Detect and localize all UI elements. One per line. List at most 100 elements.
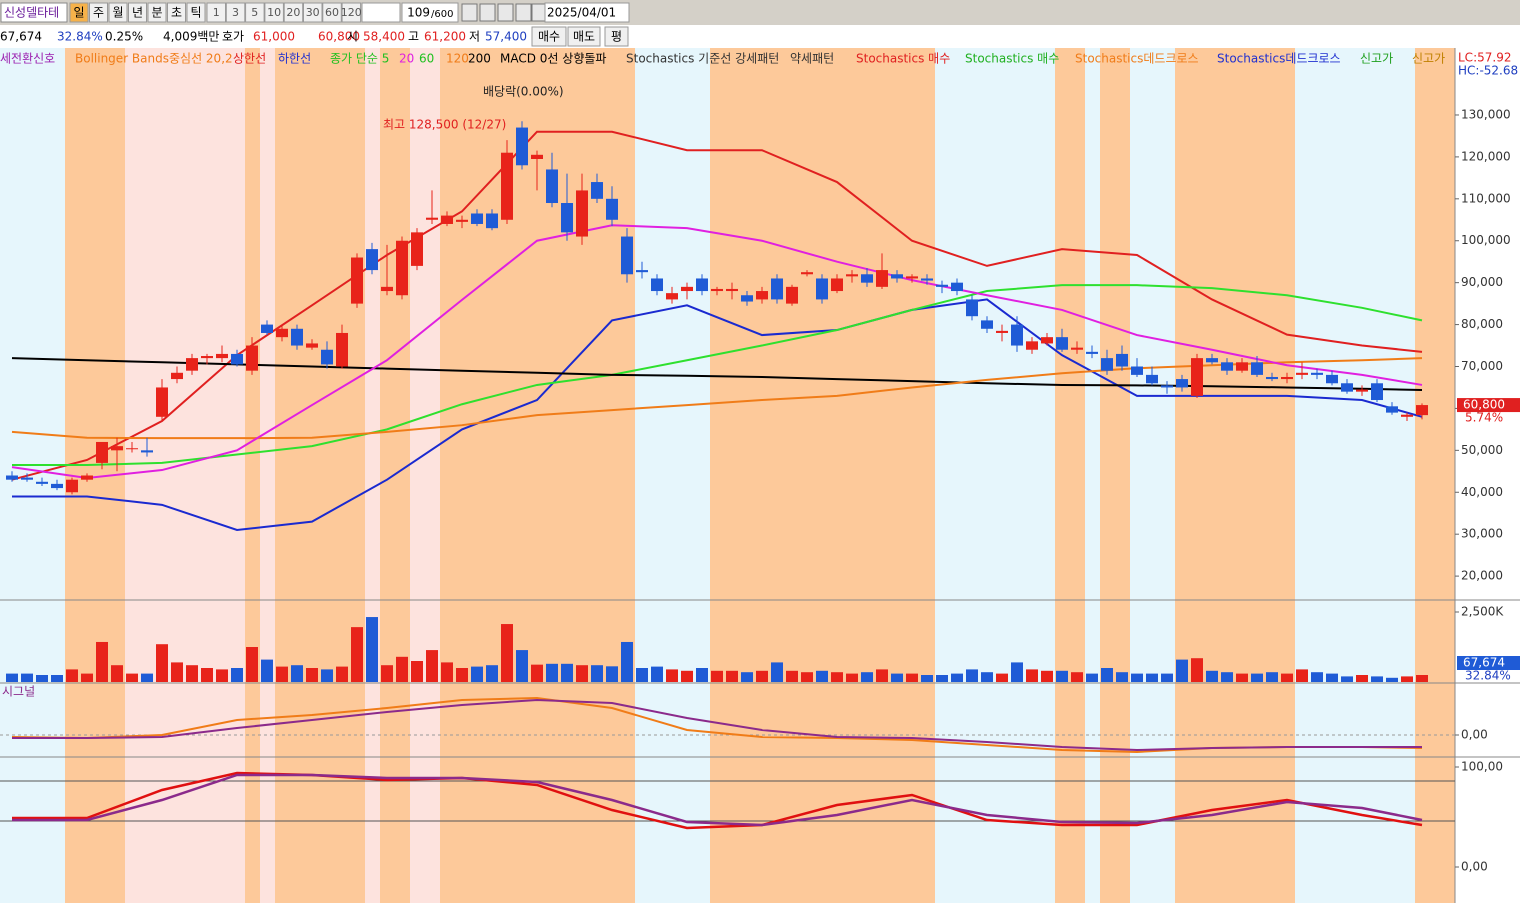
candle-body <box>936 284 948 287</box>
info-ask: 61,000 <box>253 30 295 44</box>
candle-body <box>636 270 648 273</box>
interval-button[interactable] <box>283 2 304 23</box>
interval-label[interactable]: 60 <box>325 6 339 19</box>
period-button[interactable] <box>147 2 167 23</box>
volume-bar <box>936 675 948 682</box>
signal-band <box>410 48 440 903</box>
count-box[interactable] <box>401 2 459 23</box>
period-button[interactable] <box>186 2 206 23</box>
volume-bar <box>171 662 183 682</box>
annotation: 최고 128,500 (12/27) <box>383 118 506 132</box>
volume-bar <box>561 663 573 682</box>
trade-button-label[interactable]: 매도 <box>573 30 595 44</box>
period-label[interactable]: 일 <box>73 6 84 20</box>
y-tick-label: 80,000 <box>1461 317 1503 331</box>
y-tick-label: 40,000 <box>1461 485 1503 499</box>
y-tick-label: 130,000 <box>1461 107 1511 121</box>
stock-name[interactable]: 신성델타테 <box>4 6 59 20</box>
candle-body <box>96 441 108 463</box>
info-low: 57,400 <box>485 30 527 44</box>
volume-bar <box>96 641 108 682</box>
signal-band <box>935 48 1055 903</box>
last-price: 60,800 <box>1463 398 1505 412</box>
interval-label[interactable]: 1 <box>213 6 220 19</box>
volume-bar <box>756 670 768 682</box>
trade-button[interactable] <box>531 26 567 47</box>
trade-button-label[interactable]: 평 <box>611 30 622 44</box>
volume-bar <box>996 673 1008 682</box>
indicator-line <box>12 698 1422 752</box>
volume-bar <box>1191 658 1203 682</box>
interval-label[interactable]: 5 <box>251 6 258 19</box>
candle-body <box>1026 341 1038 350</box>
period-label[interactable]: 초 <box>171 6 182 20</box>
date-box[interactable] <box>544 2 630 23</box>
period-button[interactable] <box>108 2 128 23</box>
legend-item: Bollinger Bands중심선 20,2 <box>75 52 233 66</box>
interval-button[interactable] <box>206 2 226 23</box>
legend-item: 약세패턴 <box>790 51 834 66</box>
volume-bar <box>861 672 873 682</box>
dropdown[interactable] <box>361 2 401 23</box>
legend-item: 상한선 <box>233 52 266 66</box>
trade-button[interactable] <box>604 26 629 47</box>
tool-icon[interactable] <box>515 3 532 22</box>
candle-body <box>471 213 483 224</box>
tool-icon[interactable] <box>479 3 496 22</box>
candle-body <box>756 291 768 300</box>
indicator-line <box>12 773 1423 827</box>
trade-button[interactable] <box>567 26 601 47</box>
legend-item: MACD 0선 상향돌파 <box>500 52 606 66</box>
period-label[interactable]: 월 <box>112 6 123 20</box>
interval-button[interactable] <box>245 2 265 23</box>
interval-button[interactable] <box>225 2 246 23</box>
candle-body <box>51 483 63 489</box>
candle-body <box>741 295 753 302</box>
interval-label[interactable]: 3 <box>232 6 239 19</box>
candle-body <box>231 353 243 365</box>
interval-button[interactable] <box>264 2 284 23</box>
interval-button[interactable] <box>341 2 362 23</box>
candle-body <box>921 278 933 281</box>
volume-bar <box>1101 668 1113 682</box>
interval-label[interactable]: 30 <box>306 6 320 19</box>
period-button[interactable] <box>167 2 186 23</box>
info-bar <box>0 25 1520 48</box>
candle-body <box>1311 372 1323 375</box>
volume-ratio: 32.84% <box>1465 669 1511 683</box>
tool-icon[interactable] <box>461 3 478 22</box>
candle-body <box>891 274 903 279</box>
interval-button[interactable] <box>322 2 342 23</box>
info-high-label: 고 <box>408 30 419 44</box>
period-button[interactable] <box>128 2 147 23</box>
period-label[interactable]: 주 <box>93 6 104 20</box>
trade-button-label[interactable]: 매수 <box>538 30 560 44</box>
interval-button[interactable] <box>303 2 323 23</box>
legend-item: 120 <box>446 52 469 66</box>
candle-body <box>1191 358 1203 396</box>
date: 2025/04/01 <box>547 6 616 20</box>
interval-label[interactable]: 20 <box>286 6 300 19</box>
candle-body <box>21 477 33 480</box>
y-tick-label: 100,000 <box>1461 233 1511 247</box>
candle-body <box>276 328 288 338</box>
interval-label[interactable]: 10 <box>267 6 281 19</box>
candle-body <box>726 288 738 292</box>
volume-bar <box>1071 672 1083 682</box>
candle-body <box>141 450 153 453</box>
volume-bar <box>156 644 168 682</box>
period-button[interactable] <box>69 2 89 23</box>
period-label[interactable]: 년 <box>132 6 143 20</box>
volume-bar <box>321 669 333 682</box>
period-label[interactable]: 틱 <box>190 6 201 20</box>
volume-bar <box>711 670 723 682</box>
candle-body <box>801 272 813 275</box>
y-tick-label: 2,500K <box>1461 605 1504 619</box>
period-button[interactable] <box>89 2 108 23</box>
y-tick-label: 90,000 <box>1461 275 1503 289</box>
period-label[interactable]: 분 <box>151 6 162 20</box>
tool-icon[interactable] <box>497 3 514 22</box>
interval-label[interactable]: 120 <box>341 6 362 19</box>
volume-bar <box>381 665 393 682</box>
